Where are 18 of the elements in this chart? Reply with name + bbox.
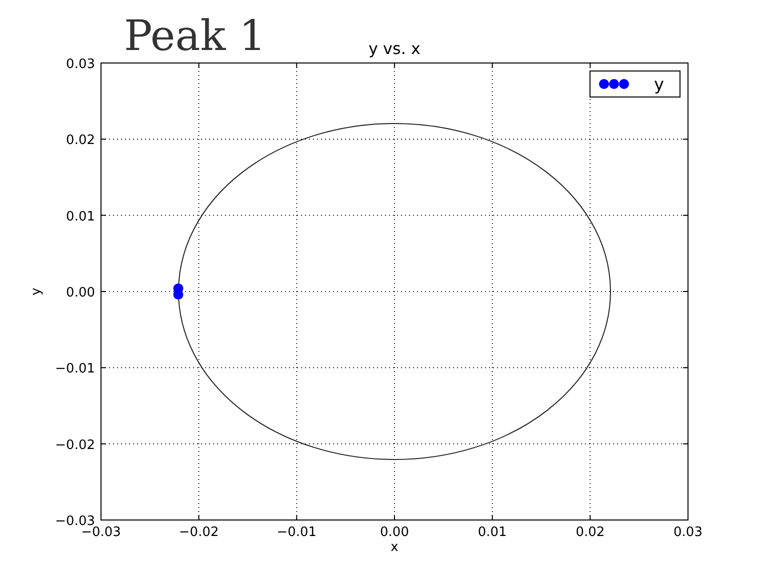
x-tick-label: −0.01	[276, 525, 317, 540]
x-tick-label: 0.00	[380, 525, 409, 540]
y-tick-label: 0.03	[66, 57, 95, 72]
y-tick-label: 0.02	[66, 133, 95, 148]
x-tick-label: −0.02	[178, 525, 219, 540]
legend-label: y	[654, 75, 664, 95]
chart-title: y vs. x	[368, 39, 420, 58]
y-tick-label: −0.02	[55, 438, 95, 453]
x-axis-title: x	[390, 540, 399, 555]
y-tick-label: −0.01	[55, 362, 95, 377]
x-tick-label: 0.03	[674, 525, 702, 540]
x-tick-label: 0.02	[576, 525, 605, 540]
y-tick-label: 0.00	[66, 286, 95, 300]
x-tick-label: −0.03	[81, 525, 121, 540]
y-axis-title: y	[29, 287, 44, 296]
x-tick-label: 0.01	[478, 525, 507, 540]
y-tick-label: 0.01	[66, 209, 95, 224]
text: Peak 1	[124, 11, 266, 60]
